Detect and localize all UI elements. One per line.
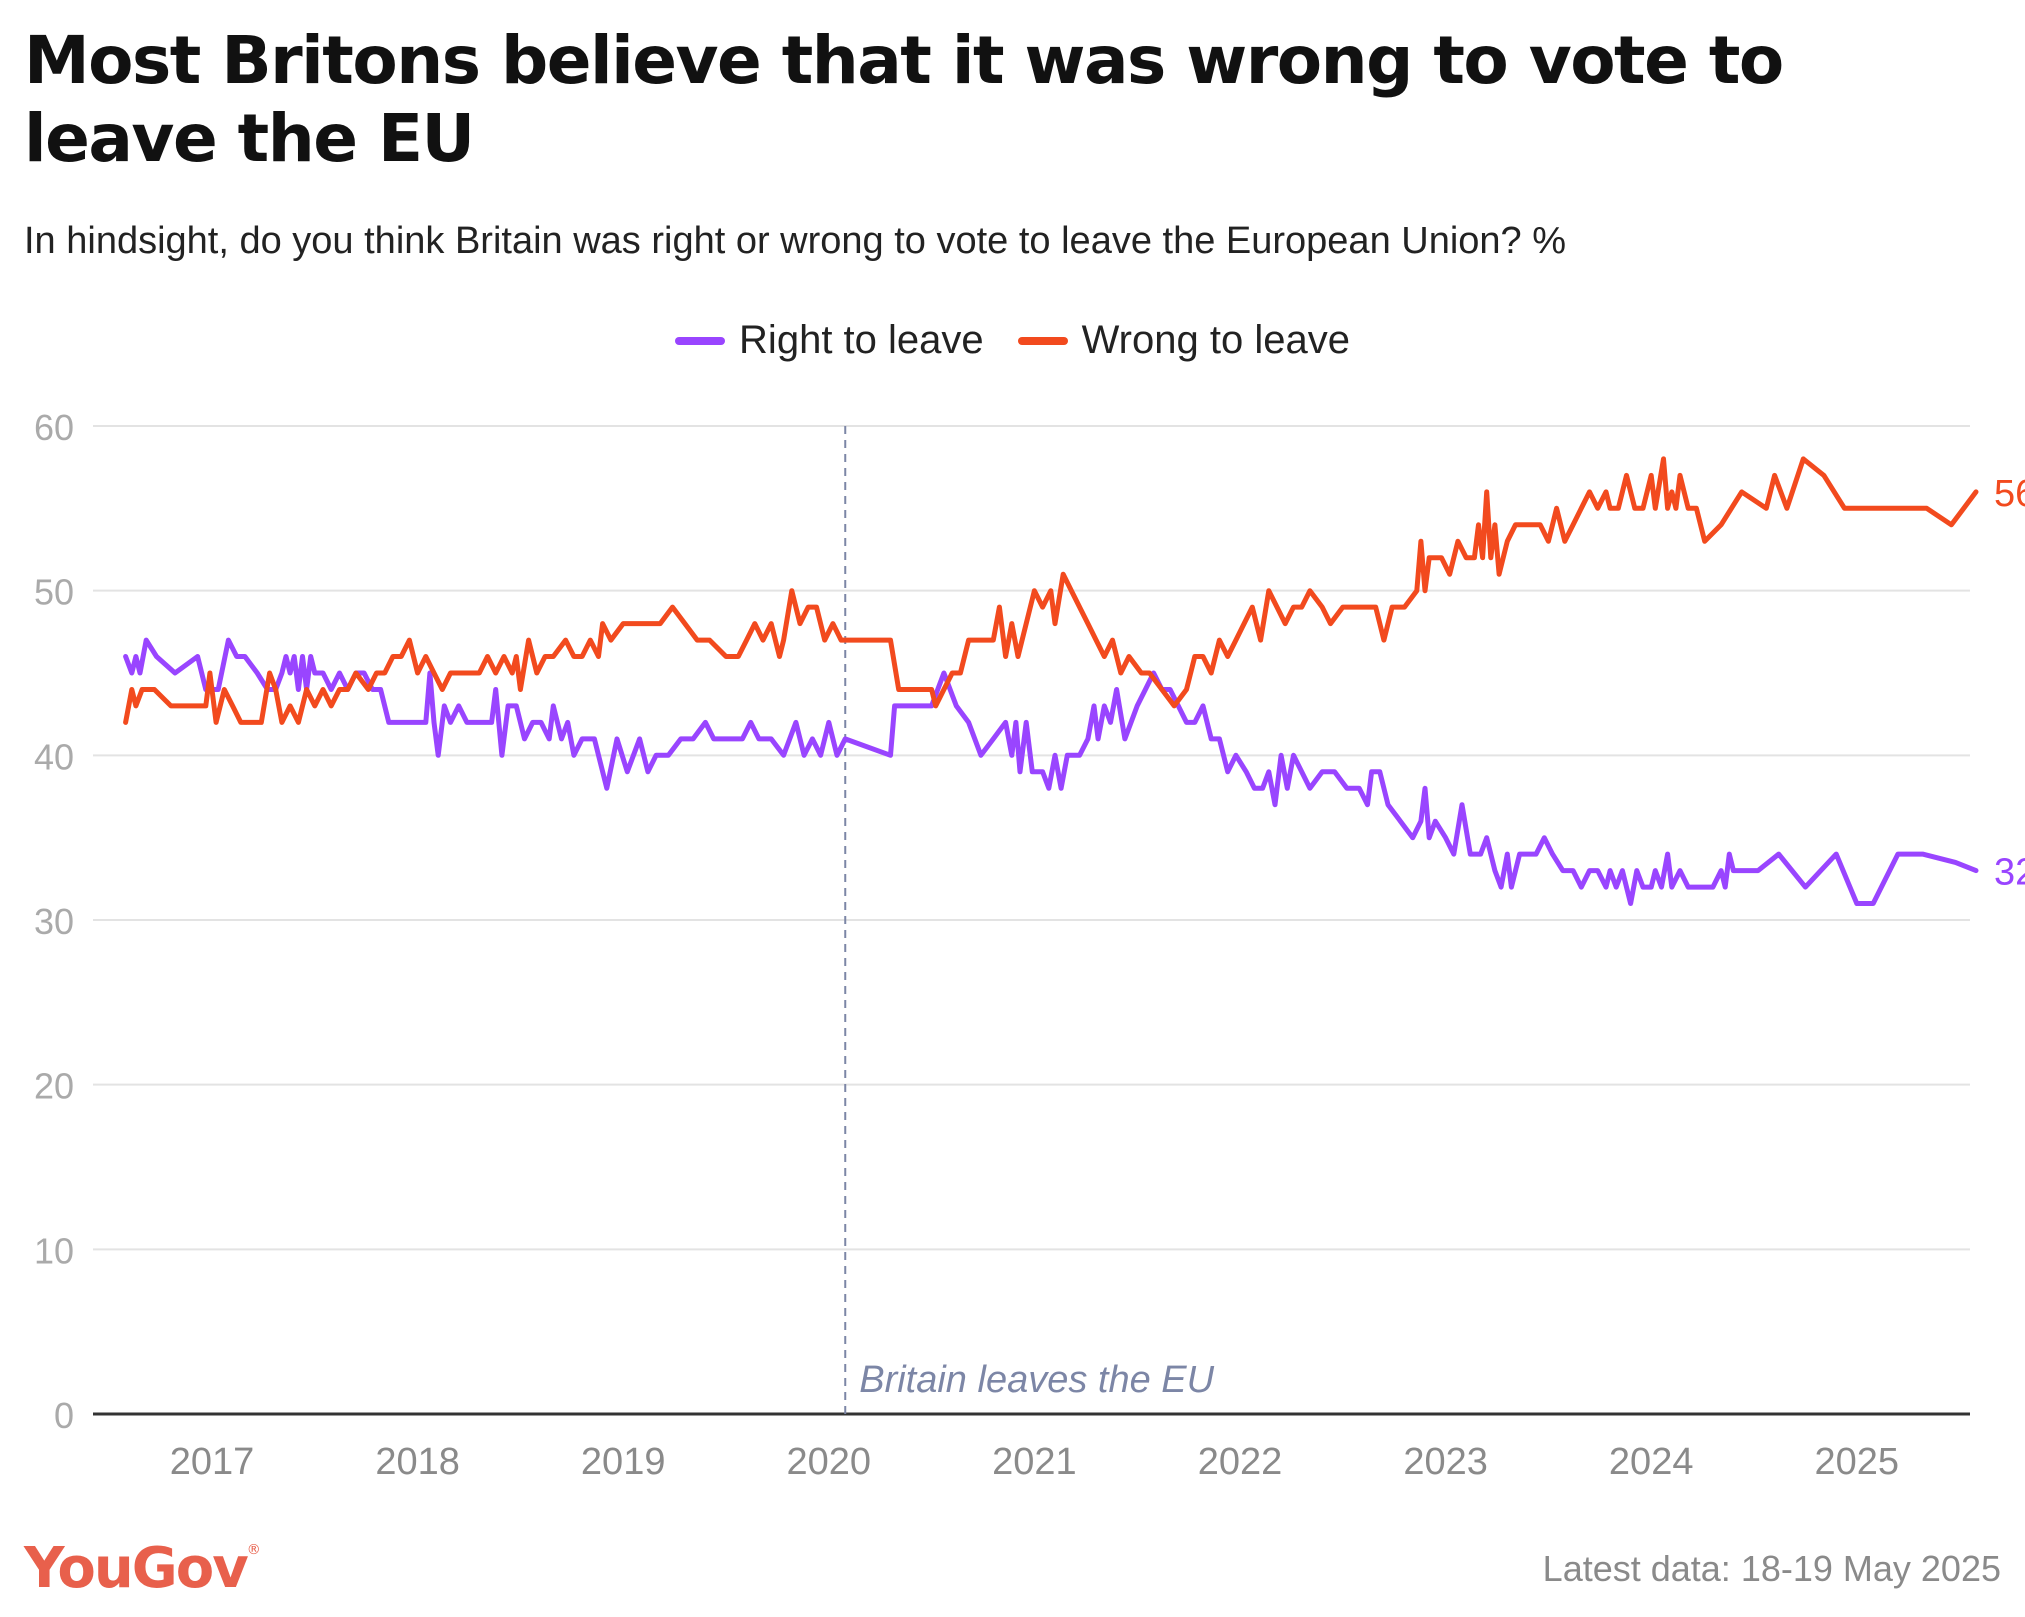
y-axis-ticks: 0 10 20 30 40 50 60: [34, 407, 74, 1436]
x-tick-label: 2023: [1403, 1441, 1488, 1483]
legend-label-right: Right to leave: [739, 318, 984, 362]
x-tick-label: 2019: [581, 1441, 666, 1483]
yougov-logo[interactable]: YouGov®: [24, 1536, 261, 1601]
x-tick-label: 2024: [1609, 1441, 1694, 1483]
x-axis-ticks: 2017 2018 2019 2020 2021 2022 2023 2024 2025: [170, 1441, 1899, 1483]
chart-title: Most Britons believe that it was wrong t…: [24, 22, 1784, 177]
x-tick-label: 2018: [375, 1441, 460, 1483]
series-lines: [123, 456, 1979, 906]
x-tick-label: 2021: [992, 1441, 1077, 1483]
end-label-right-to-leave: 32: [1994, 852, 2025, 894]
y-tick-label: 40: [34, 736, 74, 777]
annotations: Britain leaves the EU: [844, 426, 1215, 1414]
chart-subtitle: In hindsight, do you think Britain was r…: [24, 220, 1567, 262]
y-tick-label: 0: [54, 1395, 74, 1436]
latest-data-note: Latest data: 18-19 May 2025: [1542, 1548, 2001, 1589]
legend: Right to leave Wrong to leave: [0, 318, 2025, 363]
legend-item-wrong-to-leave[interactable]: Wrong to leave: [1017, 318, 1350, 363]
gridlines: [93, 425, 1970, 1416]
registered-mark: ®: [246, 1542, 261, 1558]
brand-text: YouGov: [24, 1536, 249, 1601]
y-tick-label: 20: [34, 1066, 74, 1107]
y-tick-label: 50: [34, 572, 74, 613]
series-line-right-to-leave: [123, 637, 1979, 906]
legend-swatch-right: [675, 336, 726, 345]
legend-swatch-wrong: [1017, 336, 1068, 345]
x-tick-label: 2017: [170, 1441, 255, 1483]
series-line-wrong-to-leave: [123, 456, 1979, 725]
end-label-wrong-to-leave: 56: [1994, 473, 2025, 515]
x-tick-label: 2025: [1815, 1441, 1900, 1483]
x-tick-label: 2022: [1198, 1441, 1283, 1483]
y-tick-label: 10: [34, 1230, 74, 1271]
y-tick-label: 60: [34, 407, 74, 448]
legend-label-wrong: Wrong to leave: [1081, 318, 1350, 362]
y-tick-label: 30: [34, 901, 74, 942]
legend-item-right-to-leave[interactable]: Right to leave: [675, 318, 984, 363]
x-tick-label: 2020: [787, 1441, 872, 1483]
end-labels: 32 56: [1994, 473, 2025, 894]
annotation-label: Britain leaves the EU: [859, 1359, 1214, 1401]
